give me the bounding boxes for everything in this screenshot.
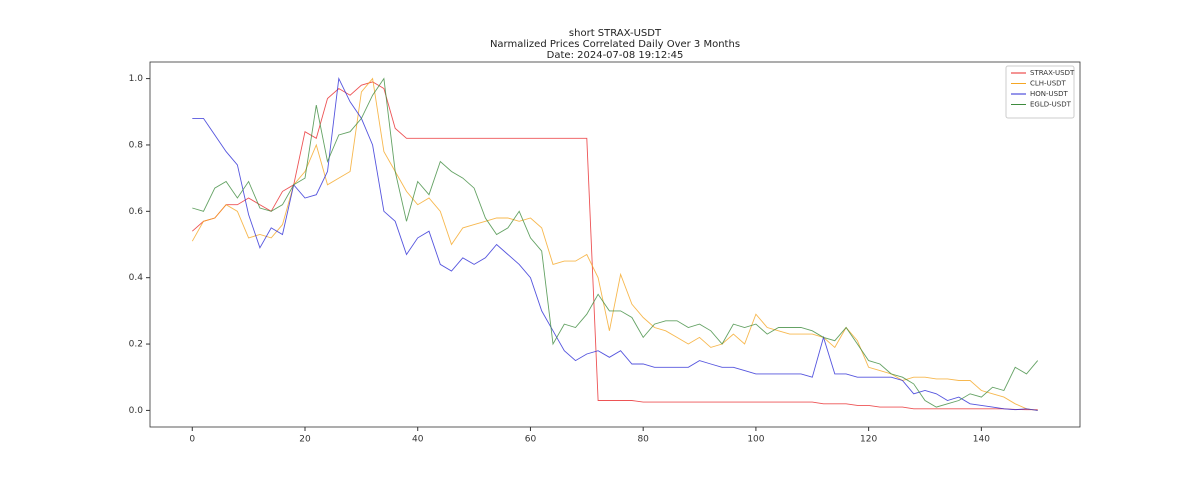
x-tick-label: 100 <box>747 435 764 445</box>
y-tick-label: 0.6 <box>129 207 144 217</box>
x-tick-label: 60 <box>525 435 537 445</box>
y-tick-label: 0.0 <box>129 406 144 416</box>
series-line <box>192 77 1039 408</box>
chart-title: Date: 2024-07-08 19:12:45 <box>547 50 684 61</box>
series-line <box>191 77 1038 411</box>
y-tick-label: 0.2 <box>129 340 143 350</box>
series-line <box>192 81 1038 411</box>
plot-frame <box>149 61 1081 428</box>
series-line <box>192 77 1038 411</box>
x-tick-label: 120 <box>860 435 877 445</box>
x-tick-label: 0 <box>189 435 195 445</box>
legend-label: STRAX-USDT <box>1030 69 1075 77</box>
chart-title: short STRAX-USDT <box>569 28 662 39</box>
x-tick-label: 20 <box>299 435 311 445</box>
y-tick-label: 1.0 <box>129 74 144 84</box>
x-tick-label: 140 <box>973 435 990 445</box>
legend: STRAX-USDT CLH-USDT HON-USDT EGLD-USDT <box>1005 65 1075 119</box>
chart-title: Narmalized Prices Correlated Daily Over … <box>490 39 740 50</box>
legend-label: CLH-USDT <box>1030 80 1067 88</box>
y-tick-label: 0.8 <box>129 140 144 150</box>
x-tick-label: 80 <box>637 435 649 445</box>
y-tick-label: 0.4 <box>129 273 144 283</box>
x-tick-label: 40 <box>412 435 424 445</box>
legend-label: EGLD-USDT <box>1030 101 1072 109</box>
legend-label: HON-USDT <box>1030 90 1068 98</box>
